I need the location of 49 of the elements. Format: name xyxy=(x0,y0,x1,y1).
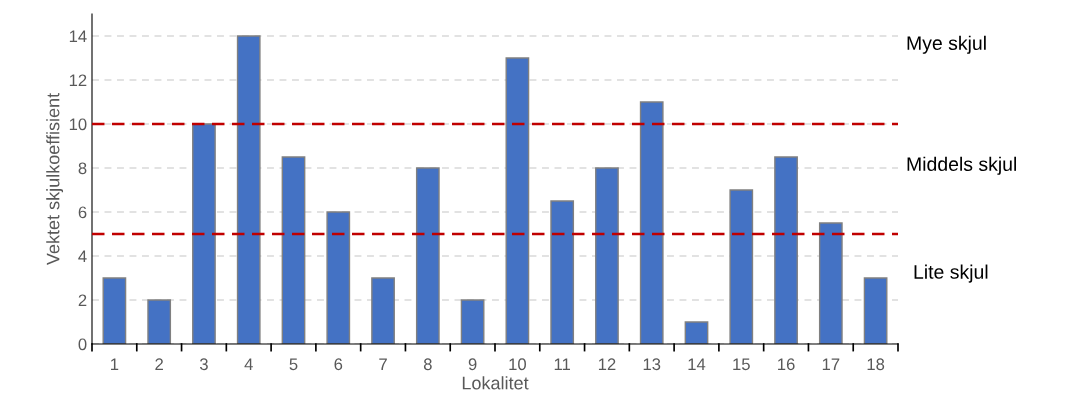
bar xyxy=(147,299,172,344)
x-tick-label: 4 xyxy=(244,358,253,370)
bar xyxy=(729,189,754,344)
x-tick-label: 11 xyxy=(554,358,571,370)
y-tick-label: 12 xyxy=(69,74,87,87)
x-tick-label: 1 xyxy=(111,358,119,370)
y-tick-label: 0 xyxy=(78,338,87,351)
bar xyxy=(460,299,485,344)
y-tick-label: 8 xyxy=(78,162,87,175)
y-tick-label: 6 xyxy=(78,206,87,219)
bar xyxy=(863,277,888,344)
x-tick-label: 18 xyxy=(867,358,885,371)
y-tick-label: 14 xyxy=(69,30,87,43)
text: Mye skjul xyxy=(907,35,986,54)
y-axis-title: Vektet skjulkoeffisient xyxy=(46,92,64,266)
x-tick-label: 12 xyxy=(598,358,616,370)
bar xyxy=(818,222,843,344)
x-tick-label: 15 xyxy=(733,358,750,371)
bar xyxy=(415,167,440,344)
x-tick-label: 9 xyxy=(468,358,477,371)
x-tick-label: 16 xyxy=(778,358,795,371)
x-tick-label: 8 xyxy=(423,358,432,371)
bar xyxy=(192,123,216,344)
bar xyxy=(326,211,351,344)
bar xyxy=(550,200,575,344)
x-tick-label: 3 xyxy=(199,358,208,371)
x-tick-label: 14 xyxy=(688,358,706,370)
x-tick-label: 10 xyxy=(509,358,527,371)
x-tick-label: 17 xyxy=(822,358,840,370)
bar xyxy=(281,156,306,344)
bar xyxy=(684,321,709,344)
x-axis-title: Lokalitet xyxy=(462,376,529,390)
y-tick-label: 2 xyxy=(78,294,87,307)
bar xyxy=(774,156,798,344)
bar xyxy=(236,35,261,344)
bar xyxy=(639,101,664,344)
y-tick-label: 10 xyxy=(69,118,87,131)
bar xyxy=(505,57,530,344)
x-tick-label: 2 xyxy=(155,358,163,370)
y-tick-label: 4 xyxy=(78,250,87,263)
bar xyxy=(371,277,395,344)
x-tick-label: 13 xyxy=(643,358,661,371)
bar xyxy=(595,167,619,344)
x-tick-label: 5 xyxy=(289,358,298,371)
x-tick-label: 6 xyxy=(334,358,343,371)
x-tick-label: 7 xyxy=(379,358,387,370)
text: Lite skjul xyxy=(914,264,988,283)
text: Middels skjul xyxy=(907,156,1016,175)
bar xyxy=(102,277,127,344)
